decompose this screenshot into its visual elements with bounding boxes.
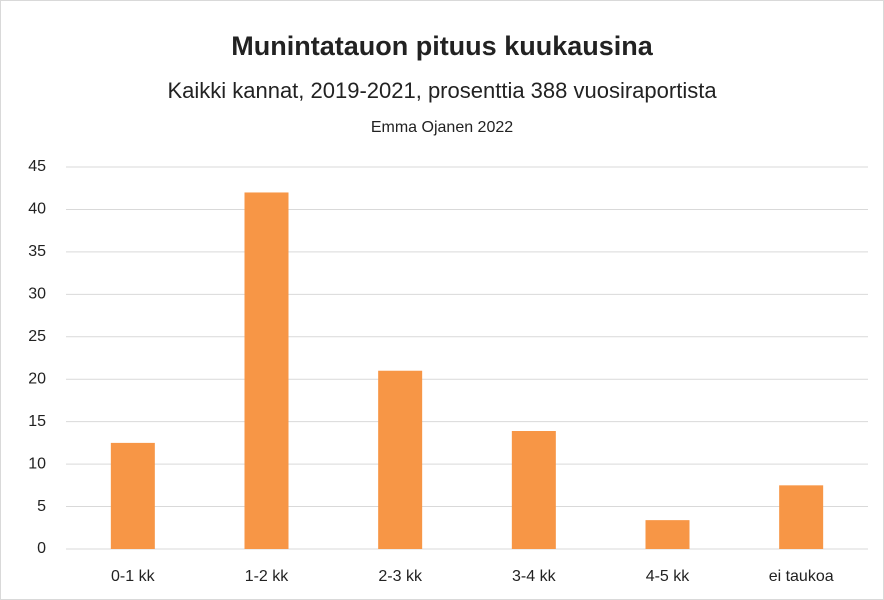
bar	[244, 192, 289, 549]
bar	[645, 520, 690, 549]
y-tick-label: 0	[37, 540, 46, 557]
bar	[779, 485, 824, 549]
y-tick-label: 10	[28, 455, 46, 472]
y-tick-label: 35	[28, 243, 46, 260]
bar	[378, 370, 423, 549]
y-tick-label: 40	[28, 201, 46, 218]
y-tick-label: 25	[28, 328, 46, 345]
x-tick-label: ei taukoa	[769, 568, 834, 585]
y-tick-label: 5	[37, 498, 46, 515]
x-tick-label: 2-3 kk	[378, 568, 423, 585]
bar	[110, 442, 155, 549]
chart-author: Emma Ojanen 2022	[371, 119, 513, 136]
chart-subtitle: Kaikki kannat, 2019-2021, prosenttia 388…	[167, 78, 717, 103]
chart-title: Munintatauon pituus kuukausina	[231, 31, 653, 61]
y-tick-label: 20	[28, 370, 46, 387]
x-tick-label: 0-1 kk	[111, 568, 156, 585]
bar	[511, 431, 556, 549]
y-tick-label: 30	[28, 286, 46, 303]
y-tick-label: 15	[28, 413, 46, 430]
x-tick-label: 4-5 kk	[646, 568, 691, 585]
x-tick-label: 3-4 kk	[512, 568, 557, 585]
y-tick-label: 45	[28, 158, 46, 175]
x-tick-label: 1-2 kk	[245, 568, 290, 585]
